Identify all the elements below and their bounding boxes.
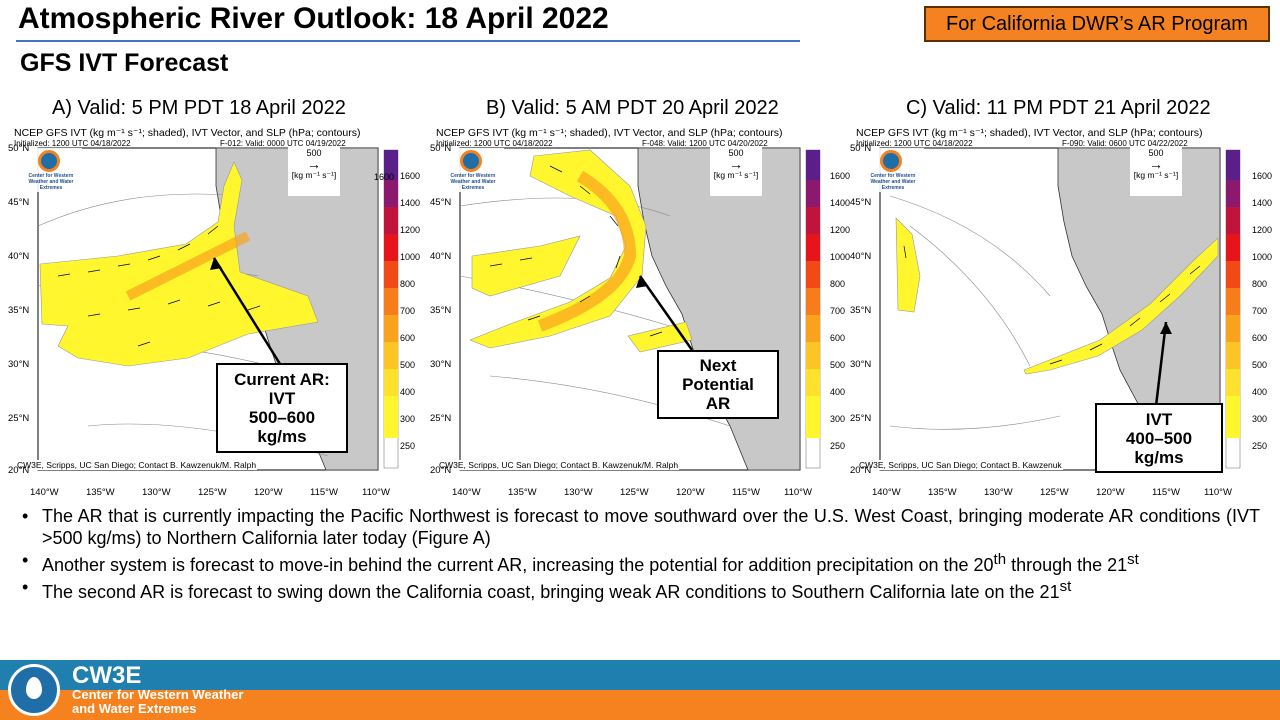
callout-ivt-c: IVT 400–500 kg/ms: [1095, 403, 1223, 473]
lon-label: 130°W: [564, 487, 593, 498]
footer-bar: [0, 660, 1280, 720]
init-text-b: Initialized: 1200 UTC 04/18/2022: [436, 139, 553, 148]
cw3e-logo-b: Center for Western Weather and Water Ext…: [442, 148, 504, 192]
ivt-plume-c: [1023, 237, 1219, 375]
cw3e-logo-a: Center for Western Weather and Water Ext…: [20, 148, 82, 192]
lat-label: 20°N: [8, 465, 30, 476]
program-badge: For California DWR’s AR Program: [924, 6, 1270, 42]
bullet-item: • The AR that is currently impacting the …: [22, 506, 1260, 548]
lon-label: 115°W: [732, 487, 760, 498]
lon-label: 115°W: [310, 487, 338, 498]
credit-text-c: CW3E, Scripps, UC San Diego; Contact B. …: [858, 460, 1063, 470]
init-text-a: Initialized: 1200 UTC 04/18/2022: [14, 139, 131, 148]
colorbar-a: [384, 150, 398, 438]
callout-line: Potential: [682, 375, 754, 394]
lat-label: 50°N: [850, 143, 872, 154]
lon-label: 135°W: [928, 487, 957, 498]
lat-label: 40°N: [850, 251, 872, 262]
lon-label: 115°W: [1152, 487, 1180, 498]
callout-line: Current AR:: [234, 370, 330, 389]
valid-text-b: F-048: Valid: 1200 UTC 04/20/2022: [642, 139, 768, 148]
main-title: Atmospheric River Outlook: 18 April 2022: [18, 2, 609, 35]
panel-label-a: A) Valid: 5 PM PDT 18 April 2022: [52, 97, 346, 119]
lon-label: 125°W: [620, 487, 649, 498]
reference-vector-a: 500 → [kg m⁻¹ s⁻¹]: [288, 146, 340, 196]
lat-label: 25°N: [8, 413, 30, 424]
bullet-item: • Another system is forecast to move-in b…: [22, 550, 1139, 575]
lon-label: 140°W: [872, 487, 901, 498]
lat-label: 40°N: [8, 251, 30, 262]
lat-label: 35°N: [850, 305, 872, 316]
callout-line: Next: [699, 356, 737, 375]
title-rule: [16, 40, 800, 42]
lon-label: 135°W: [86, 487, 115, 498]
lon-label: 140°W: [30, 487, 59, 498]
lat-label: 40°N: [430, 251, 452, 262]
lon-label: 125°W: [198, 487, 227, 498]
lat-label: 50°N: [8, 143, 30, 154]
lat-label: 35°N: [8, 305, 30, 316]
credit-text-b: CW3E, Scripps, UC San Diego; Contact B. …: [438, 460, 680, 470]
colorbar-c: [1225, 149, 1241, 469]
cw3e-footer-logo-icon: [8, 664, 60, 716]
sub-title: GFS IVT Forecast: [20, 49, 229, 77]
map-header-a: NCEP GFS IVT (kg m⁻¹ s⁻¹; shaded), IVT V…: [14, 127, 361, 139]
lon-label: 110°W: [362, 487, 390, 498]
lon-label: 120°W: [676, 487, 705, 498]
callout-line: IVT: [1145, 409, 1173, 429]
reference-vector-c: 500 → [kg m⁻¹ s⁻¹]: [1130, 146, 1182, 196]
credit-text-a: CW3E, Scripps, UC San Diego; Contact B. …: [16, 460, 258, 470]
init-text-c: Initialized: 1200 UTC 04/18/2022: [856, 139, 973, 148]
lat-label: 30°N: [850, 359, 872, 370]
footer-name: CW3E: [72, 662, 142, 689]
lon-label: 120°W: [254, 487, 283, 498]
lat-label: 45°N: [430, 197, 452, 208]
callout-line: IVT: [268, 389, 296, 408]
callout-line: kg/ms: [1134, 447, 1184, 467]
valid-text-a: F-012: Valid: 0000 UTC 04/19/2022: [220, 139, 346, 148]
callout-pointer-b: [638, 275, 694, 351]
lat-label: 20°N: [850, 465, 872, 476]
lon-label: 125°W: [1040, 487, 1069, 498]
callout-current-ar: Current AR: IVT 500–600 kg/ms: [216, 363, 348, 453]
callout-line: 500–600: [248, 408, 316, 427]
lat-label: 35°N: [430, 305, 452, 316]
panel-label-b: B) Valid: 5 AM PDT 20 April 2022: [486, 97, 779, 119]
lat-label: 25°N: [430, 413, 452, 424]
map-canvas-b: [459, 147, 821, 471]
lon-label: 135°W: [508, 487, 537, 498]
lon-label: 130°W: [142, 487, 171, 498]
ivt-plume-c-west: [895, 217, 921, 313]
lat-label: 45°N: [8, 197, 30, 208]
lat-label: 25°N: [850, 413, 872, 424]
footer-subtitle: Center for Western Weather and Water Ext…: [72, 687, 244, 716]
cw3e-logo-c: Center for Western Weather and Water Ext…: [862, 148, 924, 192]
lon-label: 120°W: [1096, 487, 1125, 498]
panel-label-c: C) Valid: 11 PM PDT 21 April 2022: [906, 97, 1211, 119]
map-panel-b: NCEP GFS IVT (kg m⁻¹ s⁻¹; shaded), IVT V…: [430, 126, 828, 504]
lat-label: 20°N: [430, 465, 452, 476]
callout-pointer-a: [212, 257, 282, 365]
map-header-b: NCEP GFS IVT (kg m⁻¹ s⁻¹; shaded), IVT V…: [436, 127, 783, 139]
colorbar-label: 1600: [374, 172, 395, 182]
callout-line: kg/ms: [257, 427, 307, 446]
map-header-c: NCEP GFS IVT (kg m⁻¹ s⁻¹; shaded), IVT V…: [856, 127, 1203, 139]
lon-label: 130°W: [984, 487, 1013, 498]
lon-label: 110°W: [1204, 487, 1232, 498]
valid-text-c: F-090: Valid: 0600 UTC 04/22/2022: [1062, 139, 1188, 148]
lat-label: 45°N: [850, 197, 872, 208]
summary-bullets: • The AR that is currently impacting the …: [20, 505, 1260, 603]
bullet-item: • The second AR is forecast to swing down…: [22, 577, 1072, 602]
lat-label: 30°N: [8, 359, 30, 370]
colorbar-b: [805, 149, 821, 469]
lat-label: 50°N: [430, 143, 452, 154]
callout-line: AR: [705, 394, 731, 413]
callout-next-ar: Next Potential AR: [657, 350, 779, 419]
callout-line: 400–500: [1125, 428, 1193, 448]
lon-label: 110°W: [784, 487, 812, 498]
lat-label: 30°N: [430, 359, 452, 370]
callout-pointer-c: [1154, 321, 1168, 407]
lon-label: 140°W: [452, 487, 481, 498]
reference-vector-b: 500 → [kg m⁻¹ s⁻¹]: [710, 146, 762, 196]
